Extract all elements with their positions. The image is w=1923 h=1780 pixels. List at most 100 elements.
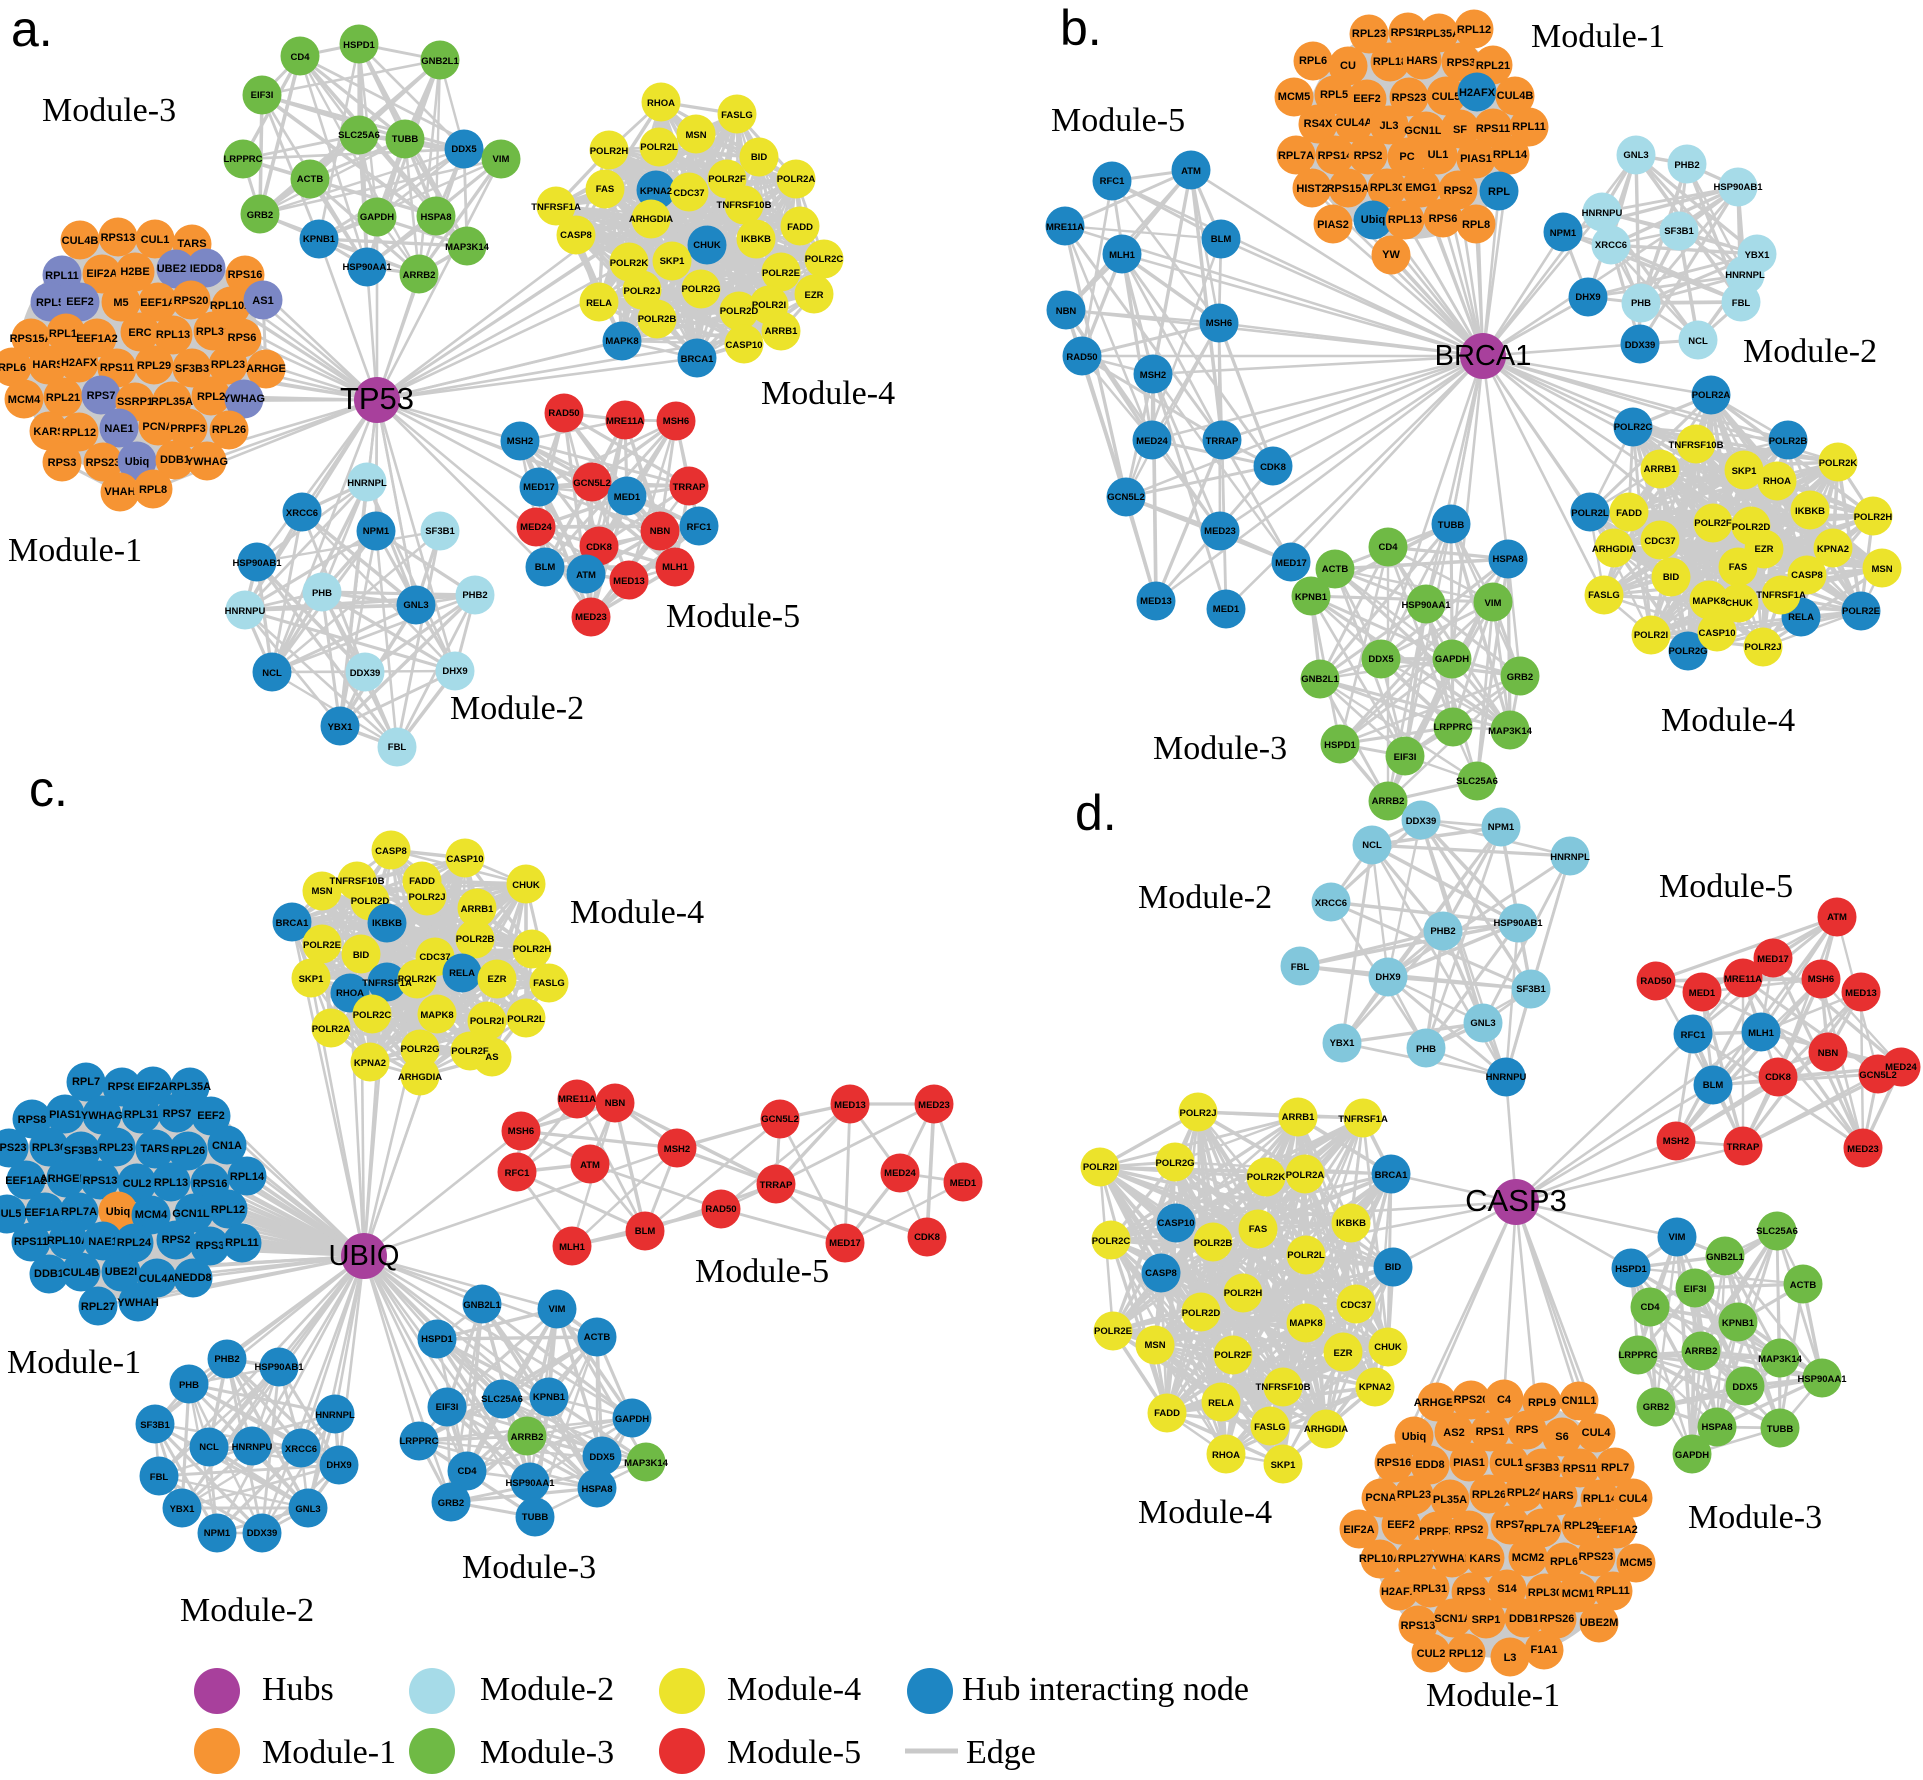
svg-text:RPS11: RPS11 <box>14 1236 48 1248</box>
svg-text:DDX39: DDX39 <box>350 668 381 679</box>
svg-text:POLR2G: POLR2G <box>1668 646 1707 657</box>
svg-text:PHB: PHB <box>1416 1044 1436 1055</box>
svg-text:POLR2K: POLR2K <box>1819 458 1858 469</box>
svg-text:DHX9: DHX9 <box>442 666 467 677</box>
svg-text:POLR2K: POLR2K <box>398 974 437 985</box>
svg-text:b.: b. <box>1060 0 1102 56</box>
svg-text:SF3B3: SF3B3 <box>175 363 209 375</box>
svg-text:GRB2: GRB2 <box>1643 1402 1669 1413</box>
svg-text:SF3B1: SF3B1 <box>1664 226 1694 237</box>
svg-text:DHX9: DHX9 <box>326 1460 351 1471</box>
svg-text:RPS7: RPS7 <box>1496 1519 1525 1531</box>
svg-text:RFC1: RFC1 <box>1100 176 1126 187</box>
svg-text:NCL: NCL <box>1362 840 1382 851</box>
svg-text:HSPA8: HSPA8 <box>1493 554 1524 565</box>
svg-text:EEF2: EEF2 <box>1353 93 1381 105</box>
svg-text:RPL12: RPL12 <box>1457 24 1491 36</box>
svg-text:RPL9: RPL9 <box>1528 1397 1556 1409</box>
svg-text:HSPA8: HSPA8 <box>1702 1422 1733 1433</box>
svg-text:BID: BID <box>1385 1262 1402 1273</box>
svg-text:POLR2L: POLR2L <box>1571 508 1609 519</box>
svg-text:H2BE: H2BE <box>120 266 149 278</box>
svg-text:KPNB1: KPNB1 <box>533 1392 566 1403</box>
svg-text:RPL11: RPL11 <box>1596 1585 1630 1597</box>
svg-text:YW: YW <box>1382 249 1400 261</box>
svg-text:UBE2M: UBE2M <box>1580 1617 1619 1629</box>
svg-text:SLC25A6: SLC25A6 <box>1756 1226 1798 1237</box>
svg-text:GNB2L1: GNB2L1 <box>421 56 459 67</box>
svg-text:RPL24: RPL24 <box>1507 1487 1542 1499</box>
svg-text:MSH6: MSH6 <box>663 416 689 427</box>
svg-text:CUL2: CUL2 <box>123 1178 152 1190</box>
svg-text:PL35A: PL35A <box>1433 1494 1467 1506</box>
svg-text:Module-4: Module-4 <box>570 894 704 931</box>
svg-text:RPS7: RPS7 <box>87 390 116 402</box>
svg-text:RPS14: RPS14 <box>1318 150 1354 162</box>
svg-text:POLR2A: POLR2A <box>1286 1170 1325 1181</box>
svg-text:SF: SF <box>1453 124 1467 136</box>
svg-text:MSH6: MSH6 <box>1808 974 1834 985</box>
svg-text:RFC1: RFC1 <box>505 1168 531 1179</box>
svg-text:RPL6: RPL6 <box>1550 1556 1578 1568</box>
svg-text:RPS8: RPS8 <box>18 1114 47 1126</box>
svg-text:RPL30: RPL30 <box>1528 1587 1562 1599</box>
svg-text:MCM5: MCM5 <box>1620 1557 1652 1569</box>
svg-text:RPL14: RPL14 <box>230 1171 265 1183</box>
svg-text:RPL: RPL <box>1488 186 1510 198</box>
svg-text:KPNA2: KPNA2 <box>1817 544 1849 555</box>
svg-text:MAP3K14: MAP3K14 <box>1758 1354 1803 1365</box>
svg-text:Ubiq: Ubiq <box>106 1206 130 1218</box>
svg-text:HSP90AB1: HSP90AB1 <box>1713 182 1763 193</box>
svg-text:H2AFX: H2AFX <box>61 357 98 369</box>
svg-text:NCL: NCL <box>262 668 282 679</box>
svg-text:Module-1: Module-1 <box>8 532 142 569</box>
svg-text:UBE2M: UBE2M <box>157 263 196 275</box>
svg-text:DDX39: DDX39 <box>1406 816 1437 827</box>
svg-text:MAPK8: MAPK8 <box>1289 1318 1322 1329</box>
svg-text:YWHAG: YWHAG <box>186 456 228 468</box>
svg-text:RPL13: RPL13 <box>154 1177 188 1189</box>
svg-text:GRB2: GRB2 <box>438 1498 464 1509</box>
svg-text:SF3B1: SF3B1 <box>140 1420 170 1431</box>
svg-text:CUL5: CUL5 <box>1432 91 1461 103</box>
svg-text:DDB1: DDB1 <box>34 1268 64 1280</box>
svg-text:NEDD8: NEDD8 <box>174 1272 211 1284</box>
svg-text:CUL2: CUL2 <box>1417 1648 1446 1660</box>
svg-text:EEF2: EEF2 <box>1387 1519 1415 1531</box>
svg-text:Module-2: Module-2 <box>480 1671 614 1708</box>
svg-text:FBL: FBL <box>1291 962 1310 973</box>
svg-text:RPS13: RPS13 <box>1401 1620 1436 1632</box>
svg-text:ATM: ATM <box>580 1160 600 1171</box>
svg-text:FASLG: FASLG <box>1254 1422 1286 1433</box>
svg-text:RPS2: RPS2 <box>1354 150 1383 162</box>
svg-text:NPM1: NPM1 <box>1488 822 1515 833</box>
svg-text:RPL10A: RPL10A <box>1359 1553 1401 1565</box>
svg-text:BLM: BLM <box>535 562 556 573</box>
svg-text:RPS20: RPS20 <box>174 295 209 307</box>
svg-text:CUL4: CUL4 <box>1582 1427 1612 1439</box>
svg-text:ARRB2: ARRB2 <box>1372 796 1405 807</box>
svg-text:HNRNPU: HNRNPU <box>225 606 266 617</box>
svg-text:EIF2A: EIF2A <box>86 268 117 280</box>
svg-text:AS: AS <box>485 1052 498 1063</box>
svg-text:JL3: JL3 <box>1380 120 1399 132</box>
svg-text:HNRNPL: HNRNPL <box>1550 852 1590 863</box>
svg-text:EEF1A: EEF1A <box>140 297 176 309</box>
svg-text:YBX1: YBX1 <box>1745 250 1771 261</box>
svg-text:CDK8: CDK8 <box>586 542 612 553</box>
svg-text:SKP1: SKP1 <box>299 974 325 985</box>
svg-text:DDB1: DDB1 <box>160 454 190 466</box>
svg-text:MRE11A: MRE11A <box>558 1094 596 1105</box>
svg-text:RPS6: RPS6 <box>228 332 257 344</box>
svg-text:RFC1: RFC1 <box>1681 1030 1707 1041</box>
svg-text:CHUK: CHUK <box>512 880 540 891</box>
svg-text:FAS: FAS <box>1249 1224 1267 1235</box>
svg-text:ARHGDIA: ARHGDIA <box>398 1072 442 1083</box>
svg-text:POLR2B: POLR2B <box>1194 1238 1233 1249</box>
svg-text:RPL8: RPL8 <box>139 484 167 496</box>
svg-text:MED17: MED17 <box>1757 954 1789 965</box>
svg-text:KPNA2: KPNA2 <box>640 186 672 197</box>
svg-text:MLH1: MLH1 <box>662 562 689 573</box>
svg-text:GCN1L1: GCN1L1 <box>1404 125 1447 137</box>
svg-text:GCN5L2: GCN5L2 <box>573 478 610 489</box>
